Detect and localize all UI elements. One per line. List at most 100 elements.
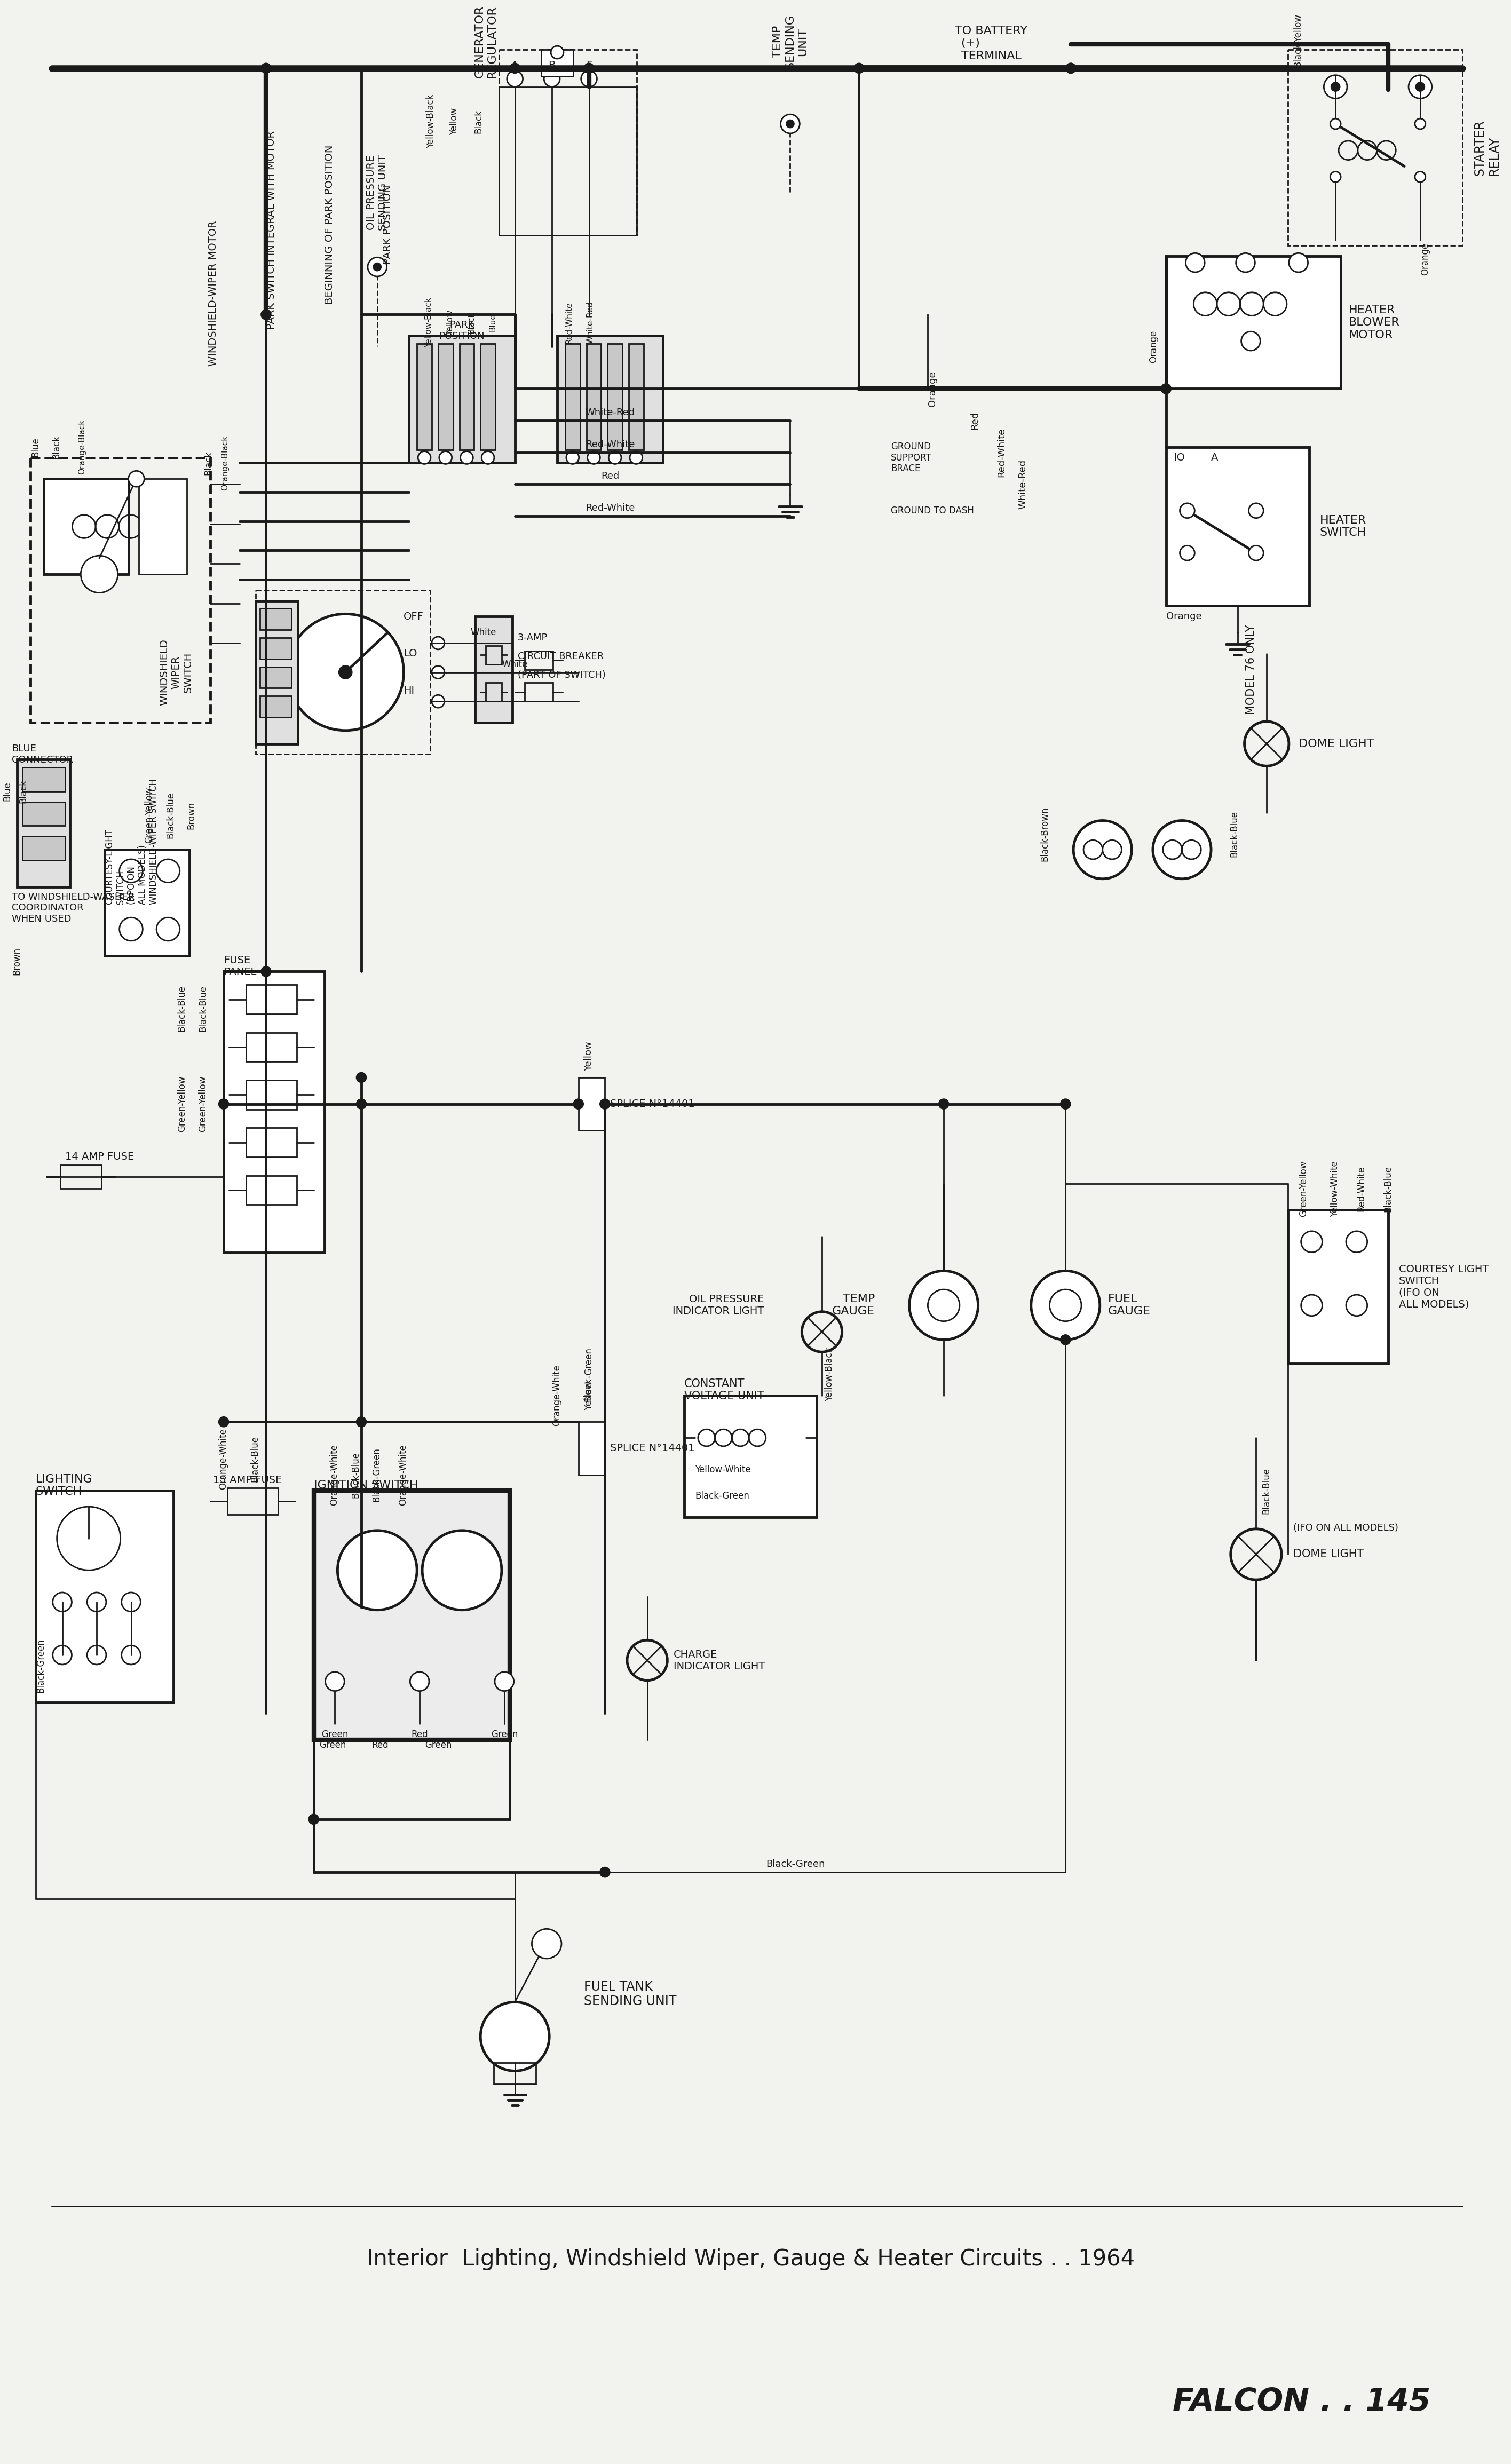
Text: White: White (470, 628, 496, 638)
Circle shape (1241, 333, 1260, 350)
Circle shape (373, 264, 381, 271)
Circle shape (567, 451, 579, 463)
Circle shape (1061, 1335, 1070, 1345)
Text: Orange-White: Orange-White (329, 1444, 338, 1506)
Text: Red-White: Red-White (1357, 1165, 1366, 1212)
Bar (485, 646, 502, 665)
Circle shape (1416, 81, 1425, 91)
Circle shape (337, 1530, 417, 1609)
Circle shape (600, 1868, 609, 1878)
Circle shape (57, 1506, 121, 1570)
Text: 15 AMP FUSE: 15 AMP FUSE (213, 1476, 283, 1486)
Text: Orange: Orange (1148, 330, 1157, 362)
Text: Brown: Brown (187, 801, 196, 830)
Bar (417, 342, 432, 451)
Circle shape (585, 64, 594, 74)
Circle shape (308, 1814, 319, 1823)
Text: Black-Green: Black-Green (372, 1449, 382, 1503)
Circle shape (600, 1099, 609, 1109)
Circle shape (910, 1271, 978, 1340)
Bar (480, 342, 496, 451)
Text: Red: Red (372, 1740, 388, 1749)
Circle shape (1301, 1232, 1322, 1252)
Circle shape (781, 113, 799, 133)
Text: LIGHTING
SWITCH: LIGHTING SWITCH (36, 1473, 92, 1498)
Bar (499, 49, 636, 234)
Bar (224, 971, 325, 1252)
Text: Yellow: Yellow (446, 310, 455, 335)
Bar (246, 1032, 296, 1062)
Text: CIRCUIT BREAKER: CIRCUIT BREAKER (518, 650, 603, 660)
Text: 14 AMP FUSE: 14 AMP FUSE (65, 1151, 134, 1163)
Circle shape (1065, 64, 1076, 74)
Text: Yellow-White: Yellow-White (1330, 1161, 1340, 1217)
Text: Orange: Orange (1420, 241, 1429, 276)
Bar (246, 1079, 296, 1109)
Bar (44, 478, 128, 574)
Text: HEATER
SWITCH: HEATER SWITCH (1319, 515, 1366, 537)
Text: Black: Black (51, 436, 62, 458)
Circle shape (119, 860, 142, 882)
Text: Black-Blue: Black-Blue (1262, 1469, 1271, 1513)
Text: White-Red: White-Red (1018, 458, 1027, 510)
Circle shape (261, 64, 270, 74)
Text: Black-Brown: Black-Brown (1040, 806, 1050, 860)
Text: Black-Blue: Black-Blue (1230, 811, 1239, 857)
Text: Orange-White: Orange-White (552, 1365, 562, 1427)
Bar (260, 668, 292, 687)
Bar (607, 342, 623, 451)
Text: TERMINAL: TERMINAL (961, 52, 1021, 62)
Text: Black: Black (467, 310, 476, 333)
Text: Black-Green: Black-Green (583, 1348, 594, 1402)
Text: DOME LIGHT: DOME LIGHT (1293, 1550, 1364, 1560)
Text: Interior  Lighting, Windshield Wiper, Gauge & Heater Circuits . . 1964: Interior Lighting, Windshield Wiper, Gau… (366, 2247, 1135, 2269)
Circle shape (1180, 545, 1195, 559)
Text: Green-Yellow: Green-Yellow (144, 786, 154, 843)
Text: Green: Green (319, 1740, 346, 1749)
Circle shape (338, 665, 352, 678)
Circle shape (157, 860, 180, 882)
Text: CONSTANT
VOLTAGE UNIT: CONSTANT VOLTAGE UNIT (684, 1377, 765, 1402)
Text: White-Red: White-Red (586, 301, 594, 342)
Circle shape (419, 451, 431, 463)
Text: Black-Green: Black-Green (695, 1491, 749, 1501)
Circle shape (88, 1646, 106, 1666)
Circle shape (157, 917, 180, 941)
Bar (438, 342, 453, 451)
Text: Green-Yellow: Green-Yellow (198, 1077, 209, 1131)
Text: GROUND
SUPPORT
BRACE: GROUND SUPPORT BRACE (891, 441, 932, 473)
Text: Yellow-Black: Yellow-Black (825, 1348, 834, 1402)
Circle shape (544, 71, 561, 86)
Text: HI: HI (403, 685, 414, 695)
Text: Black-Blue: Black-Blue (198, 986, 209, 1032)
Text: (PART OF SWITCH): (PART OF SWITCH) (518, 670, 606, 680)
Bar (524, 650, 553, 670)
Circle shape (1324, 74, 1348, 99)
Bar (1166, 256, 1340, 389)
Circle shape (53, 1646, 71, 1666)
Text: Black: Black (18, 779, 27, 803)
Circle shape (325, 1673, 345, 1690)
Bar (60, 1165, 101, 1188)
Bar (30, 458, 210, 722)
Bar (255, 589, 431, 754)
Text: Yellow: Yellow (583, 1042, 594, 1072)
Circle shape (261, 966, 270, 976)
Circle shape (938, 1099, 949, 1109)
Text: TEMP
SENDING
UNIT: TEMP SENDING UNIT (772, 15, 808, 69)
Text: Green: Green (491, 1730, 518, 1740)
Text: BLUE
CONNECTOR: BLUE CONNECTOR (12, 744, 74, 764)
Text: Red-White: Red-White (586, 439, 635, 448)
Circle shape (409, 1673, 429, 1690)
Bar (565, 342, 580, 451)
Circle shape (261, 310, 270, 320)
Circle shape (128, 471, 144, 488)
Circle shape (506, 71, 523, 86)
Text: Black-Blue: Black-Blue (251, 1437, 260, 1483)
Bar (586, 342, 601, 451)
Circle shape (609, 451, 621, 463)
Bar (459, 342, 474, 451)
Bar (246, 1175, 296, 1205)
Text: PARK
POSITION: PARK POSITION (440, 320, 485, 340)
Text: Black: Black (473, 108, 484, 133)
